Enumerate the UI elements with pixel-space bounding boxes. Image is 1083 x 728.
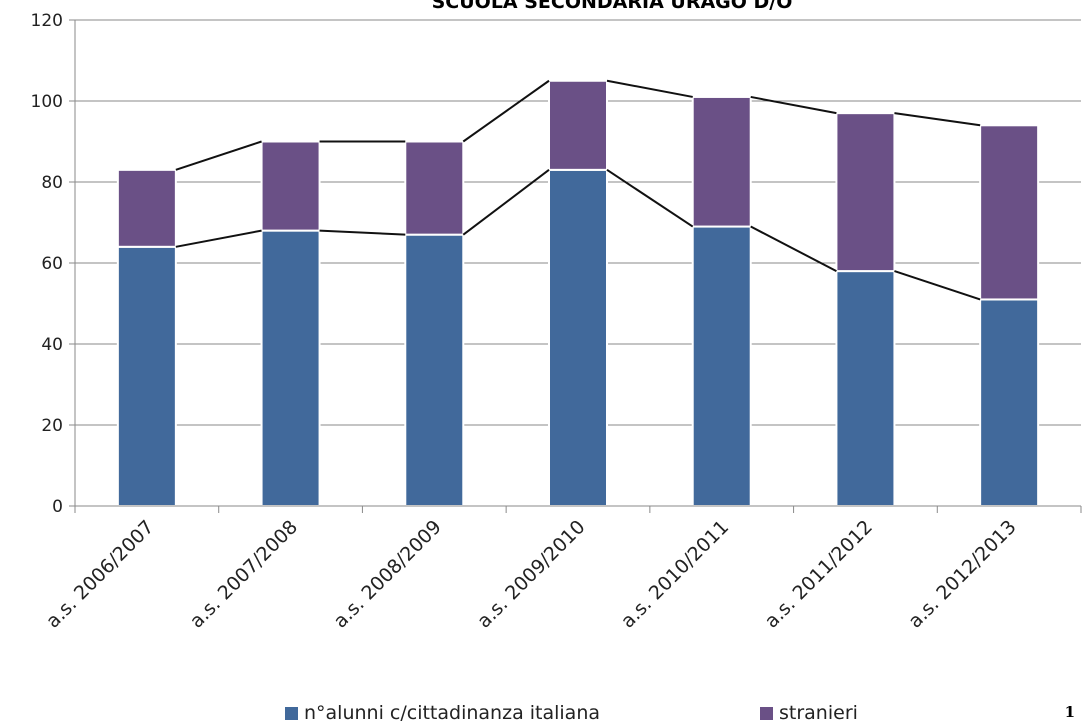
y-tick-label: 80 <box>41 173 63 193</box>
bar-foreign <box>404 140 465 236</box>
series-lines <box>175 79 981 301</box>
x-category-label: a.s. 2007/2008 <box>186 516 303 633</box>
x-category-label: a.s. 2009/2010 <box>473 516 590 633</box>
y-tick-label: 40 <box>41 335 63 355</box>
series-line-italian <box>894 270 981 301</box>
y-tick-label: 0 <box>52 497 63 517</box>
legend-label-foreign: stranieri <box>779 702 858 724</box>
y-tick-label: 120 <box>31 11 63 31</box>
y-tick-label: 60 <box>41 254 63 274</box>
y-axis-ticks: 0 20 40 60 80 100 120 <box>31 11 75 517</box>
legend-swatch-foreign <box>760 706 773 720</box>
x-category-label: a.s. 2011/2012 <box>760 516 877 633</box>
bar-foreign <box>979 124 1040 301</box>
legend-label-italian: n°alunni c/cittadinanza italiana <box>304 702 601 724</box>
x-category-label: a.s. 2012/2013 <box>904 516 1021 633</box>
y-tick-label: 20 <box>41 416 63 436</box>
bar-italian <box>116 245 177 508</box>
bar-italian <box>260 229 321 507</box>
stacked-bar-chart: SCUOLA SECONDARIA URAGO D/O 0 20 40 60 80 100… <box>31 0 1082 633</box>
x-category-label: a.s. 2010/2011 <box>617 516 734 633</box>
page-number: 1 <box>1064 703 1075 721</box>
bar-italian <box>548 168 608 507</box>
legend-item-foreign: stranieri <box>760 702 858 724</box>
bar-foreign <box>548 79 608 171</box>
category-labels: a.s. 2006/2007 a.s. 2007/2008 a.s. 2008/20… <box>42 516 1021 633</box>
series-line-foreign <box>462 79 550 143</box>
series-line-italian <box>606 169 694 228</box>
bar-foreign <box>116 168 177 248</box>
legend-item-italian: n°alunni c/cittadinanza italiana <box>285 702 600 724</box>
x-category-label: a.s. 2008/2009 <box>329 516 446 633</box>
x-category-label: a.s. 2006/2007 <box>42 516 159 633</box>
series-line-italian <box>319 229 406 236</box>
chart-title: SCUOLA SECONDARIA URAGO D/O <box>432 0 793 13</box>
x-axis <box>74 505 1082 513</box>
series-line-foreign <box>750 95 837 115</box>
bar-foreign <box>260 140 321 232</box>
legend: n°alunni c/cittadinanza italiana stranie… <box>0 702 1083 726</box>
series-line-italian <box>175 229 262 248</box>
bar-foreign <box>835 112 896 273</box>
bar-italian <box>835 270 896 507</box>
series-line-italian <box>750 225 837 272</box>
series-line-foreign <box>606 79 693 98</box>
series-line-foreign <box>894 112 981 127</box>
legend-swatch-italian <box>285 706 298 720</box>
bar-italian <box>404 233 465 507</box>
y-tick-label: 100 <box>31 92 63 112</box>
bar-foreign <box>691 95 752 228</box>
bar-italian <box>691 225 752 508</box>
series-line-italian <box>462 169 550 236</box>
series-line-foreign <box>175 140 262 171</box>
bars <box>116 79 1040 508</box>
bar-italian <box>979 298 1040 508</box>
